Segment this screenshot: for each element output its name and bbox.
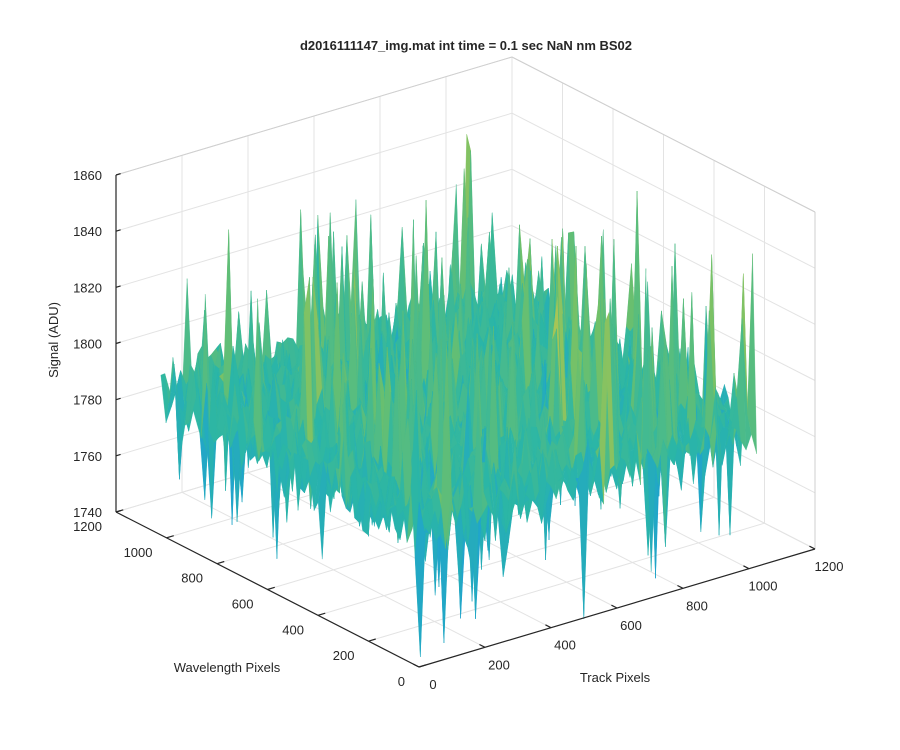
x-tick xyxy=(413,663,420,668)
y-tick-label: 600 xyxy=(232,597,254,612)
y-tick-label: 1200 xyxy=(73,519,102,534)
z-tick-label: 1780 xyxy=(73,393,102,408)
x-tick-label: 800 xyxy=(686,598,708,613)
x-axis-label: Track Pixels xyxy=(580,670,651,685)
chart-title: d2016111147_img.mat int time = 0.1 sec N… xyxy=(300,38,632,53)
z-tick xyxy=(115,453,121,457)
x-tick-label: 600 xyxy=(620,618,642,633)
box-edge xyxy=(511,56,816,213)
x-tick-label: 1200 xyxy=(815,559,844,574)
z-tick-label: 1760 xyxy=(73,449,102,464)
z-tick xyxy=(115,341,121,345)
x-tick xyxy=(677,584,684,589)
x-tick xyxy=(743,565,750,570)
y-tick xyxy=(368,638,376,642)
y-tick xyxy=(418,664,427,668)
z-tick xyxy=(115,173,121,176)
z-axis-ticks: 1740 1760 1780 1800 1820 1840 1860 xyxy=(73,168,121,520)
y-tick-label: 1000 xyxy=(124,545,153,560)
x-tick-label: 1000 xyxy=(749,579,778,594)
x-tick xyxy=(545,624,552,629)
x-tick xyxy=(809,545,816,550)
z-tick-label: 1820 xyxy=(73,280,102,295)
x-tick xyxy=(479,643,486,648)
y-tick-label: 400 xyxy=(282,622,304,637)
z-tick-label: 1740 xyxy=(73,505,102,520)
x-tick-label: 0 xyxy=(429,677,436,692)
z-axis-label: Signal (ADU) xyxy=(46,302,61,378)
y-tick xyxy=(216,560,225,565)
y-axis-label: Wavelength Pixels xyxy=(174,660,281,675)
x-tick-label: 200 xyxy=(488,657,510,672)
surface-plot xyxy=(160,134,757,658)
y-tick xyxy=(267,586,275,591)
grid-line xyxy=(368,522,765,642)
z-tick xyxy=(115,285,121,288)
y-axis-ticks: 0 200 400 600 800 1000 1200 xyxy=(73,509,427,689)
z-tick xyxy=(115,510,121,513)
box-edge xyxy=(115,56,513,176)
y-tick-label: 800 xyxy=(181,571,203,586)
x-tick xyxy=(611,604,618,609)
grid-line xyxy=(115,112,816,269)
z-tick-label: 1800 xyxy=(73,337,102,352)
z-tick-label: 1840 xyxy=(73,224,102,239)
y-tick-label: 200 xyxy=(333,648,355,663)
y-tick xyxy=(317,612,326,616)
grid-line xyxy=(115,168,816,325)
z-tick-label: 1860 xyxy=(73,168,102,183)
x-axis-ticks: 0 200 400 600 800 1000 1200 xyxy=(413,545,844,692)
x-tick-label: 400 xyxy=(554,638,576,653)
z-tick xyxy=(115,397,121,401)
surface-patch xyxy=(747,253,757,455)
y-tick xyxy=(166,535,174,539)
y-tick-label: 0 xyxy=(398,674,405,689)
z-tick xyxy=(115,229,121,232)
